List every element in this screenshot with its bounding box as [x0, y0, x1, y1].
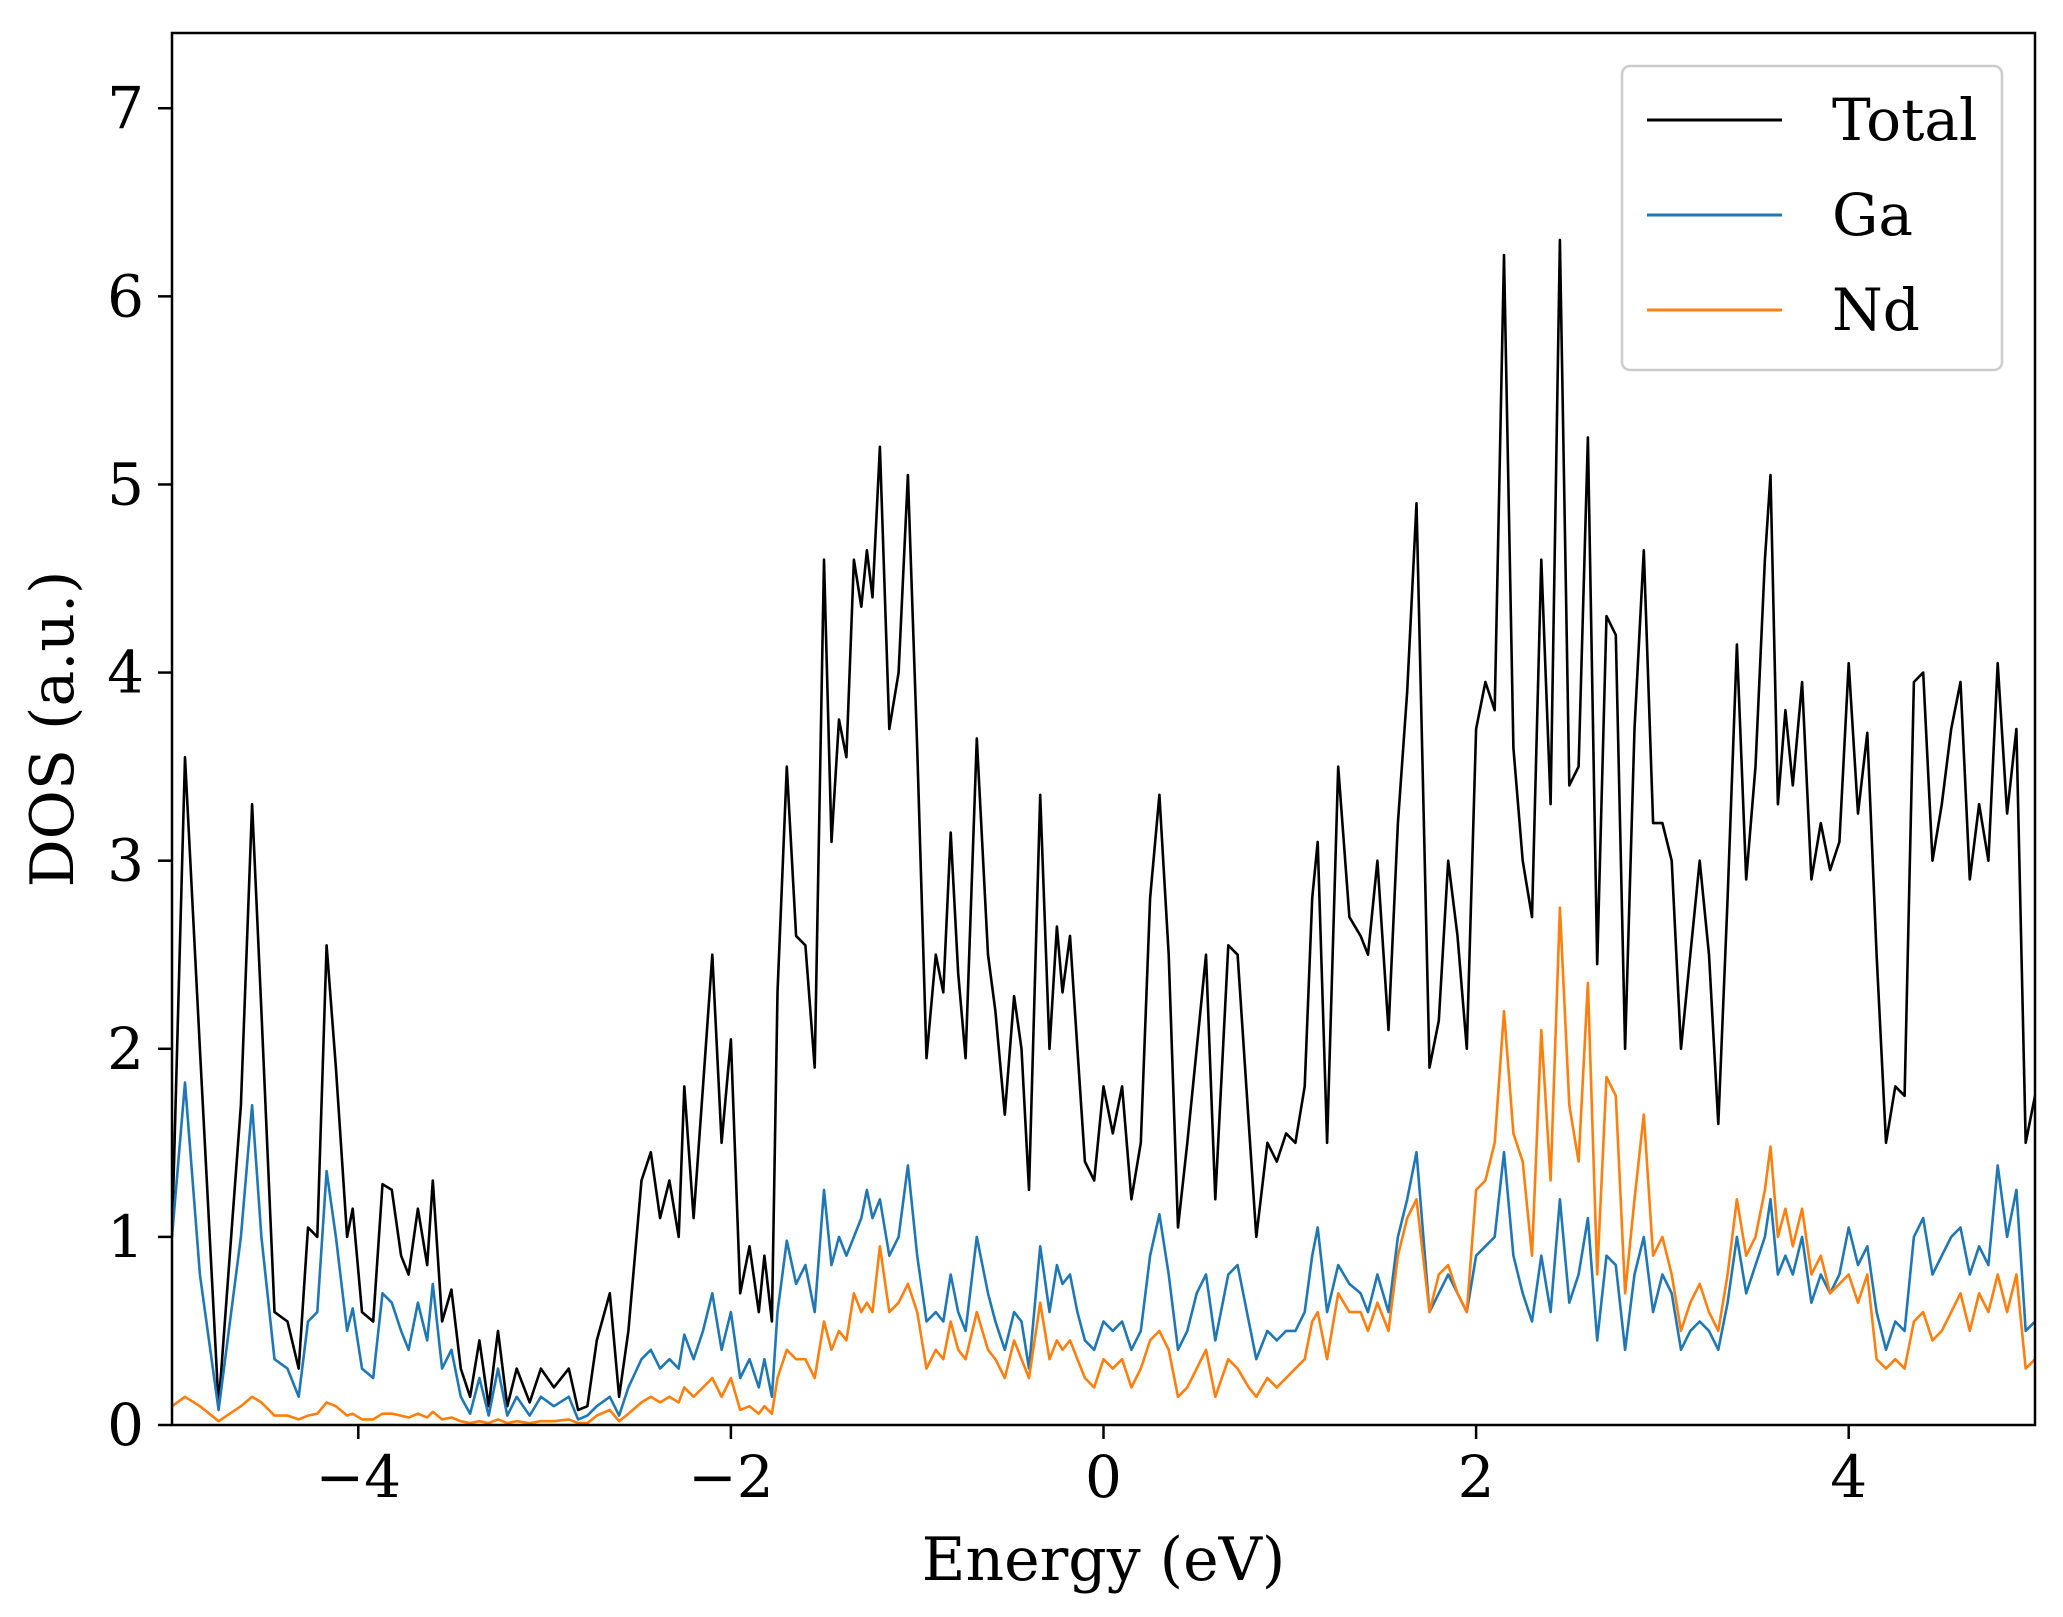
x-axis-label: Energy (eV) [922, 1525, 1286, 1595]
series-layer [172, 238, 2035, 1425]
x-tick-label: 0 [1085, 1443, 1122, 1511]
x-tick-label: −2 [688, 1443, 774, 1511]
legend: Total Ga Nd [1620, 64, 2004, 372]
y-axis-label: DOS (a.u.) [18, 571, 88, 888]
x-axis: −4 −2 0 2 4 [316, 1425, 1867, 1511]
legend-label-total: Total [1832, 86, 1978, 154]
y-tick-label: 3 [107, 827, 144, 895]
y-tick-label: 0 [107, 1391, 144, 1459]
legend-box [1620, 64, 2004, 372]
y-tick-label: 1 [107, 1203, 144, 1271]
y-tick-label: 6 [107, 262, 144, 330]
y-tick-label: 7 [107, 74, 144, 142]
series-line-total [172, 238, 2035, 1412]
y-tick-label: 5 [107, 450, 144, 518]
series-line-nd [172, 906, 2035, 1425]
y-tick-label: 4 [107, 639, 144, 707]
x-tick-label: 4 [1830, 1443, 1867, 1511]
y-tick-label: 2 [107, 1015, 144, 1083]
x-tick-label: −4 [316, 1443, 402, 1511]
series-line-ga [172, 1081, 2035, 1421]
y-axis: 0 1 2 3 4 5 6 7 [107, 74, 172, 1459]
legend-label-ga: Ga [1832, 181, 1913, 249]
x-tick-label: 2 [1458, 1443, 1495, 1511]
legend-label-nd: Nd [1832, 276, 1920, 344]
